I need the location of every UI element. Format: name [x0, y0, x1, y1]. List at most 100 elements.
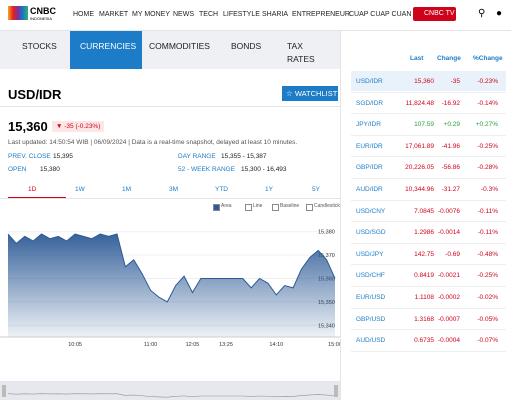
last: 10,344.96	[405, 186, 434, 193]
tv-label[interactable]: CNBC TV	[424, 10, 455, 17]
pair[interactable]: AUD/USD	[356, 337, 386, 345]
range-tab[interactable]: 1W	[75, 186, 85, 193]
range-tab[interactable]: 1Y	[265, 186, 273, 193]
row-rule	[351, 113, 506, 115]
watchlist-text[interactable]: WATCHLIST	[294, 89, 338, 98]
last: 107.59	[414, 121, 434, 129]
chart: 15,34015,35015,36015,37015,38010:0510:05…	[0, 230, 340, 400]
pair[interactable]: JPY/IDR	[356, 121, 381, 129]
nav-link[interactable]: ENTREPRENEUR	[292, 11, 350, 18]
nav-link[interactable]: TECH	[199, 11, 219, 18]
x-tick-label: 12:05	[186, 342, 200, 348]
last: 11,824.48	[405, 99, 434, 107]
header	[0, 0, 511, 31]
tab[interactable]: TAX RATES	[287, 41, 315, 64]
row-rule	[351, 91, 506, 93]
nav-link[interactable]: MARKET	[99, 11, 129, 18]
row-rule	[351, 307, 506, 309]
row-rule	[351, 329, 506, 331]
navigator-handle	[334, 385, 338, 397]
change: -35 (-0.23%)	[64, 123, 101, 130]
range-tab[interactable]: YTD	[215, 186, 228, 193]
row-rule	[351, 199, 506, 201]
row-rule	[351, 264, 506, 266]
rule	[0, 198, 340, 199]
nav-link[interactable]: MY MONEY	[132, 11, 170, 18]
chart-type-box[interactable]	[245, 204, 252, 211]
nav-link[interactable]: NEWS	[173, 11, 194, 18]
pct-change: -0.05%	[477, 315, 498, 323]
chart-type-box[interactable]	[306, 204, 313, 211]
change: -0.0004	[437, 337, 460, 345]
range-tab[interactable]: 5Y	[312, 186, 320, 193]
logo-sub: INDONESIA	[30, 16, 53, 21]
last: 1.1108	[414, 294, 434, 301]
tv-button[interactable]	[413, 7, 456, 21]
area-line	[7, 233, 336, 303]
chart-type-box[interactable]	[213, 204, 220, 211]
y-tick-label: 15,370	[318, 253, 335, 259]
pct-change: -0.3%	[481, 186, 498, 193]
pair[interactable]: USD/IDR	[356, 78, 383, 85]
pct-change: -0.07%	[477, 337, 498, 345]
navigator	[0, 381, 340, 400]
pair[interactable]: USD/JPY	[356, 250, 384, 258]
range-tab[interactable]: 3M	[169, 186, 179, 193]
last: 17,061.89	[405, 142, 434, 150]
tab-bar	[0, 31, 340, 69]
last: 7.0845	[414, 207, 434, 215]
table-header: Last	[410, 55, 424, 62]
stat-value: 15,355 - 15,387	[221, 153, 267, 160]
pair[interactable]: EUR/USD	[356, 294, 386, 301]
pair[interactable]: GBP/IDR	[356, 164, 383, 172]
last: 15,360	[414, 78, 434, 85]
pair[interactable]: AUD/IDR	[356, 186, 383, 193]
updated: Last updated: 14:50:54 WIB | 06/09/2024 …	[8, 139, 298, 146]
symbol: USD/IDR	[8, 87, 62, 102]
stat-value: 15,380	[40, 166, 60, 173]
user-icon[interactable]: ●	[496, 8, 503, 19]
chart-type[interactable]: Baseline	[280, 203, 300, 209]
row-rule	[351, 221, 506, 223]
last: 1.3168	[414, 315, 434, 323]
change: -31.27	[441, 186, 460, 193]
chart-type-box[interactable]	[272, 204, 279, 211]
tab[interactable]: CURRENCIES	[80, 41, 137, 51]
tab[interactable]: STOCKS	[22, 41, 57, 51]
chart-type[interactable]: Candlestick	[314, 203, 340, 209]
navigator-line	[7, 393, 336, 398]
change: -16.92	[441, 99, 460, 107]
pct-change: -0.48%	[477, 250, 498, 258]
row-rule	[351, 134, 506, 136]
x-tick-label: 14:10	[269, 342, 283, 348]
pair[interactable]: USD/CNY	[356, 207, 386, 215]
row-rule	[351, 285, 506, 287]
chart-type[interactable]: Area	[221, 203, 232, 209]
pair[interactable]: GBP/USD	[356, 315, 386, 323]
nav-link[interactable]: CUAP CUAP CUAN	[349, 11, 412, 18]
logo[interactable]: CNBC	[30, 6, 56, 16]
search-icon[interactable]: ⚲	[478, 8, 486, 19]
nav-link[interactable]: LIFESTYLE	[223, 11, 260, 18]
range-tab[interactable]: 1M	[122, 186, 132, 193]
range-tab[interactable]: 1D	[28, 186, 37, 193]
pair[interactable]: EUR/IDR	[356, 142, 383, 150]
pair[interactable]: USD/SGD	[356, 229, 386, 237]
change: -0.0007	[437, 315, 460, 323]
stat-label: OPEN	[8, 166, 27, 173]
pct-change: -0.11%	[477, 229, 498, 237]
change: -35	[450, 78, 460, 85]
watchlist-button[interactable]	[282, 86, 338, 101]
pair[interactable]: USD/CHF	[356, 272, 385, 280]
row-rule	[351, 177, 506, 179]
tab[interactable]: BONDS	[231, 41, 262, 51]
table-header: Change	[437, 55, 461, 62]
nav-link[interactable]: HOME	[73, 11, 94, 18]
watchlist-label[interactable]: ☆ WATCHLIST	[286, 89, 338, 98]
chart-type[interactable]: Line	[253, 203, 263, 209]
area	[8, 234, 335, 337]
pair[interactable]: SGD/IDR	[356, 99, 384, 107]
tab[interactable]: COMMODITIES	[149, 41, 210, 51]
change: -0.0076	[437, 207, 460, 215]
nav-link[interactable]: SHARIA	[262, 11, 289, 18]
